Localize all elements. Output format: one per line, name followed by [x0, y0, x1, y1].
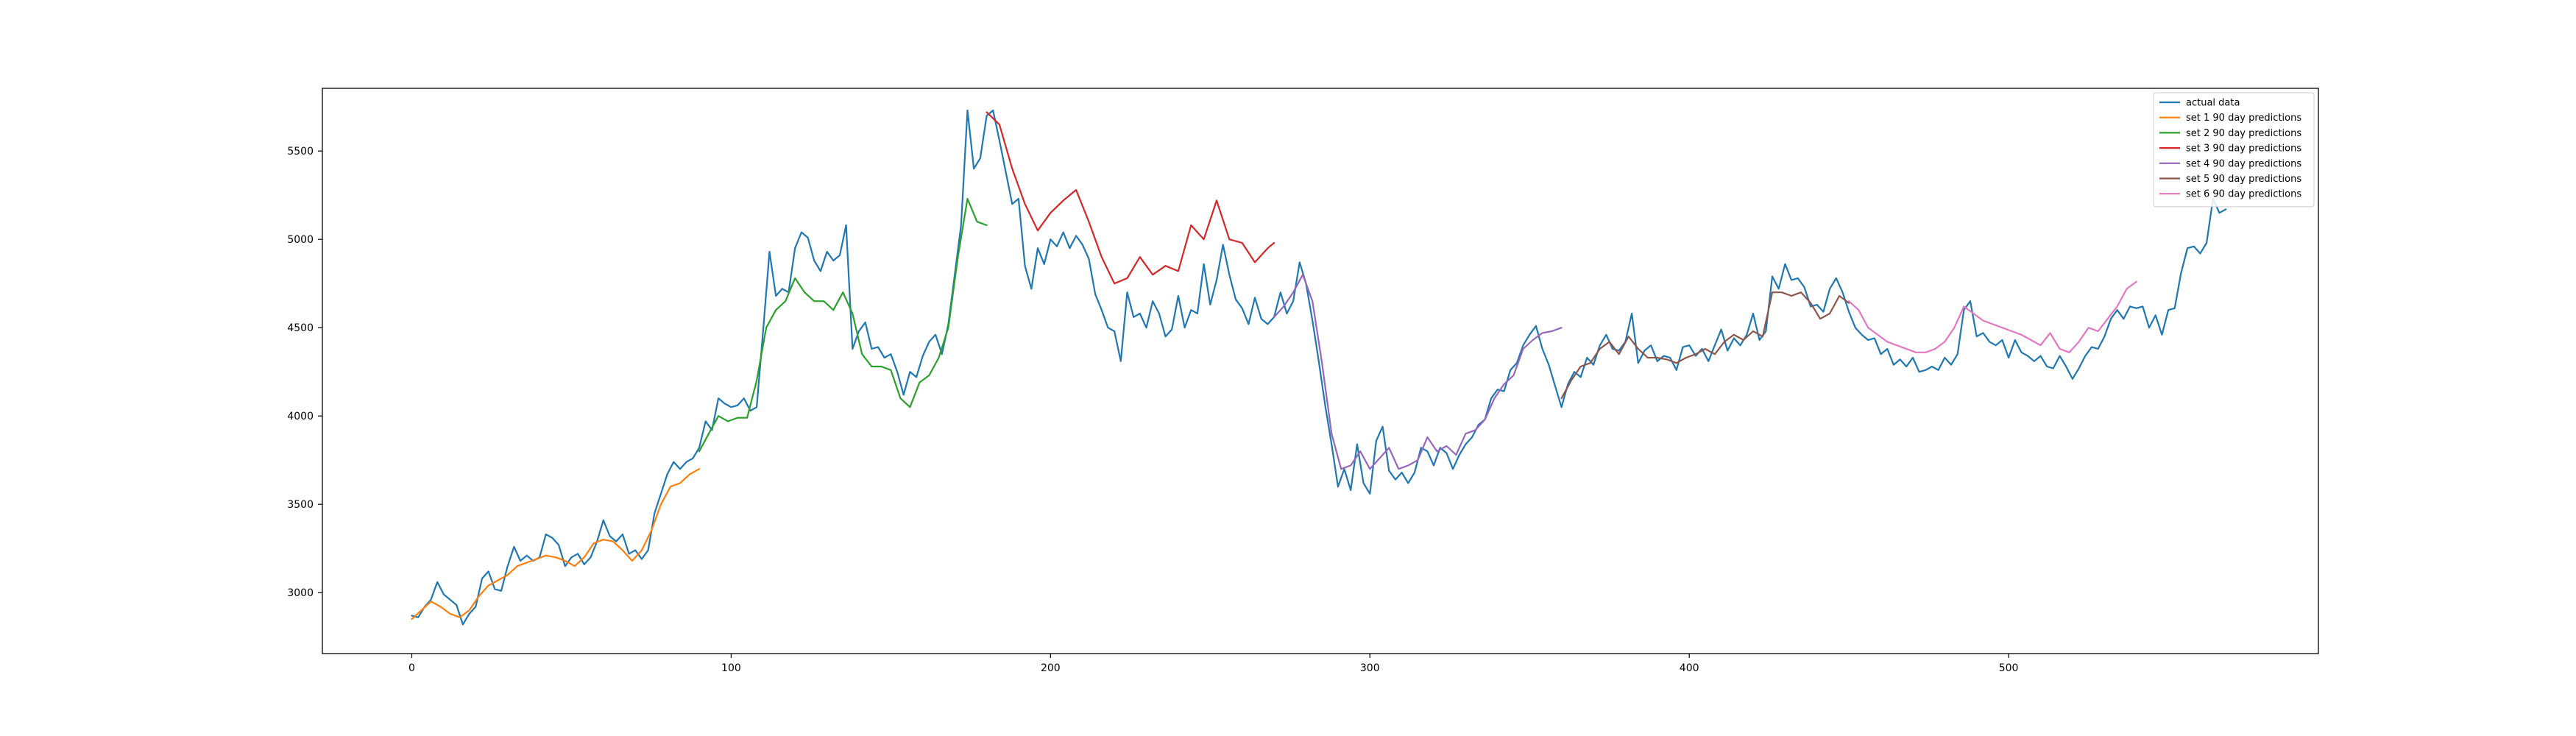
series-line-1: [411, 109, 2227, 626]
x-axis: 0 100 200 300 400 500: [408, 654, 2018, 674]
y-tick-label-5000: 5000: [287, 234, 314, 246]
legend-label-7: set 6 90 day predictions: [2186, 189, 2301, 200]
plot-frame: [322, 88, 2319, 654]
legend-box: [2153, 92, 2315, 208]
series-layer: [411, 109, 2227, 626]
y-tick-label-4000: 4000: [287, 411, 314, 422]
x-tick-label-500: 500: [1999, 662, 2019, 674]
series-line-4: [986, 111, 1275, 285]
legend-label-4: set 3 90 day predictions: [2186, 144, 2301, 155]
y-axis: 3000 3500 4000 4500 5000 5500: [287, 146, 322, 599]
legend-label-3: set 2 90 day predictions: [2186, 128, 2301, 139]
legend: actual data set 1 90 day predictions set 2…: [2153, 92, 2315, 208]
legend-label-1: actual data: [2186, 98, 2240, 109]
series-line-5: [1273, 274, 1563, 470]
x-tick-label-400: 400: [1680, 662, 1699, 674]
series-line-6: [1560, 291, 1850, 400]
y-tick-label-5500: 5500: [287, 146, 314, 158]
y-tick-label-3000: 3000: [287, 587, 314, 599]
y-tick-label-4500: 4500: [287, 322, 314, 334]
legend-label-5: set 4 90 day predictions: [2186, 158, 2301, 169]
x-tick-label-300: 300: [1360, 662, 1380, 674]
series-line-3: [698, 197, 988, 453]
x-tick-label-200: 200: [1041, 662, 1061, 674]
series-line-7: [1848, 280, 2137, 353]
x-tick-label-100: 100: [721, 662, 741, 674]
y-tick-label-3500: 3500: [287, 499, 314, 511]
x-tick-label-0: 0: [408, 662, 415, 674]
legend-label-2: set 1 90 day predictions: [2186, 113, 2301, 124]
series-line-2: [411, 468, 701, 620]
legend-label-6: set 5 90 day predictions: [2186, 174, 2301, 185]
